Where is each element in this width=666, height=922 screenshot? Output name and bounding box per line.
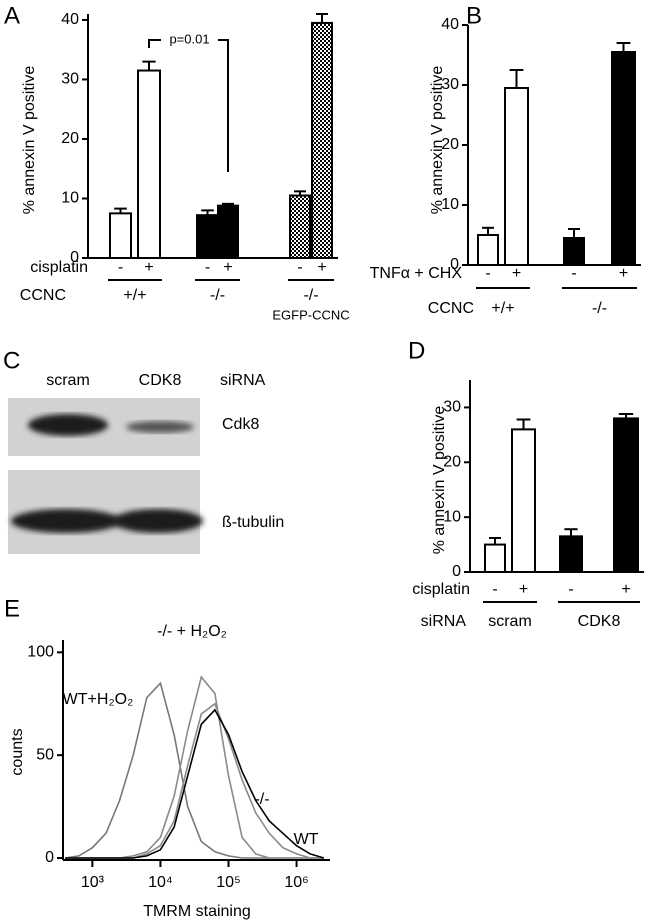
histogram-line — [65, 708, 325, 859]
y-tick-label: 0 — [45, 849, 54, 866]
x-axis-title: TMRM staining — [143, 903, 251, 920]
series-label: WT+H₂O₂ — [63, 691, 134, 708]
band — [126, 421, 194, 433]
panel-letter: B — [466, 2, 482, 29]
bar — [109, 212, 132, 260]
group-label: scram — [488, 613, 532, 630]
x-tick-label: 10³ — [81, 874, 105, 891]
panel-letter: A — [4, 2, 20, 29]
lane-title: siRNA — [220, 372, 266, 389]
y-tick-label: 50 — [36, 746, 54, 763]
group-label: -/- — [592, 300, 607, 317]
y-axis-title: counts — [9, 728, 26, 775]
band-label: ß-tubulin — [222, 514, 284, 531]
y-tick-label: 40 — [61, 11, 79, 28]
group-label: +/+ — [123, 287, 146, 304]
panel-letter: C — [3, 347, 20, 374]
y-tick-label: 20 — [441, 136, 459, 153]
band — [28, 414, 108, 436]
x-tick-label: + — [317, 259, 326, 276]
bar — [196, 214, 219, 259]
y-tick-label: 10 — [441, 196, 459, 213]
x-tick-label: + — [619, 265, 628, 282]
x-tick-label: - — [571, 265, 576, 282]
group-title: CCNC — [428, 300, 474, 317]
y-tick-label: 40 — [441, 16, 459, 33]
bar — [289, 194, 311, 259]
y-tick-label: 30 — [443, 399, 461, 416]
bar — [477, 234, 499, 266]
y-tick-label: 20 — [443, 454, 461, 471]
x-tick-label: - — [492, 581, 497, 598]
y-tick-label: 10 — [61, 190, 79, 207]
blot-panel: C scram CDK8 siRNA Cdk8 ß-tubulin — [3, 347, 284, 554]
y-tick-label: 0 — [452, 563, 461, 580]
y-tick-label: 0 — [450, 256, 459, 273]
x-tick-label: - — [205, 259, 210, 276]
row-label: cisplatin — [30, 259, 88, 276]
y-axis-title: % annexin V positive — [21, 66, 38, 215]
bar — [613, 417, 639, 573]
series-label: -/- — [254, 791, 269, 808]
x-tick-label: - — [297, 259, 302, 276]
y-tick-label: 10 — [443, 508, 461, 525]
y-tick-label: 30 — [441, 76, 459, 93]
bar — [563, 237, 585, 266]
lane-label: scram — [46, 372, 90, 389]
bar — [311, 21, 333, 259]
row-label: cisplatin — [412, 581, 470, 598]
group-note: EGFP-CCNC — [272, 307, 349, 322]
bar — [611, 51, 636, 266]
series-label: -/- + H₂O₂ — [157, 623, 227, 640]
panel-letter: D — [408, 337, 425, 364]
group-label: +/+ — [491, 300, 514, 317]
bar — [504, 87, 529, 266]
band-label: Cdk8 — [222, 416, 259, 433]
x-tick-label: 10⁵ — [216, 874, 240, 891]
group-label: CDK8 — [578, 613, 621, 630]
series-label: WT — [294, 831, 319, 848]
y-axis-title: % annexin V positive — [429, 66, 446, 215]
annotation: p=0.01 — [169, 31, 209, 46]
x-tick-label: + — [223, 259, 232, 276]
bar — [511, 428, 536, 573]
group-title: CCNC — [20, 287, 66, 304]
band — [113, 509, 203, 533]
bar — [484, 543, 506, 573]
x-tick-label: - — [118, 259, 123, 276]
bar — [137, 69, 161, 259]
band — [11, 509, 121, 533]
x-tick-label: + — [512, 265, 521, 282]
x-tick-label: - — [485, 265, 490, 282]
group-label: -/- — [303, 287, 318, 304]
group-title: siRNA — [421, 613, 467, 630]
histogram-line — [65, 681, 324, 859]
y-tick-label: 100 — [27, 644, 54, 661]
y-tick-label: 30 — [61, 71, 79, 88]
x-tick-label: + — [144, 259, 153, 276]
x-tick-label: + — [621, 581, 630, 598]
row-label: TNFα + CHX — [370, 265, 463, 282]
x-tick-label: - — [568, 581, 573, 598]
y-axis-title: % annexin V positive — [431, 406, 448, 555]
lane-label: CDK8 — [139, 372, 182, 389]
x-tick-label: 10⁶ — [284, 874, 308, 891]
significance-bracket — [148, 39, 229, 172]
x-tick-label: + — [519, 581, 528, 598]
y-tick-label: 20 — [61, 130, 79, 147]
x-tick-label: 10⁴ — [148, 874, 173, 891]
bar — [217, 204, 239, 260]
y-tick-label: 0 — [70, 249, 79, 266]
group-label: -/- — [210, 287, 225, 304]
bar — [559, 535, 583, 573]
panel-letter: E — [4, 595, 20, 622]
